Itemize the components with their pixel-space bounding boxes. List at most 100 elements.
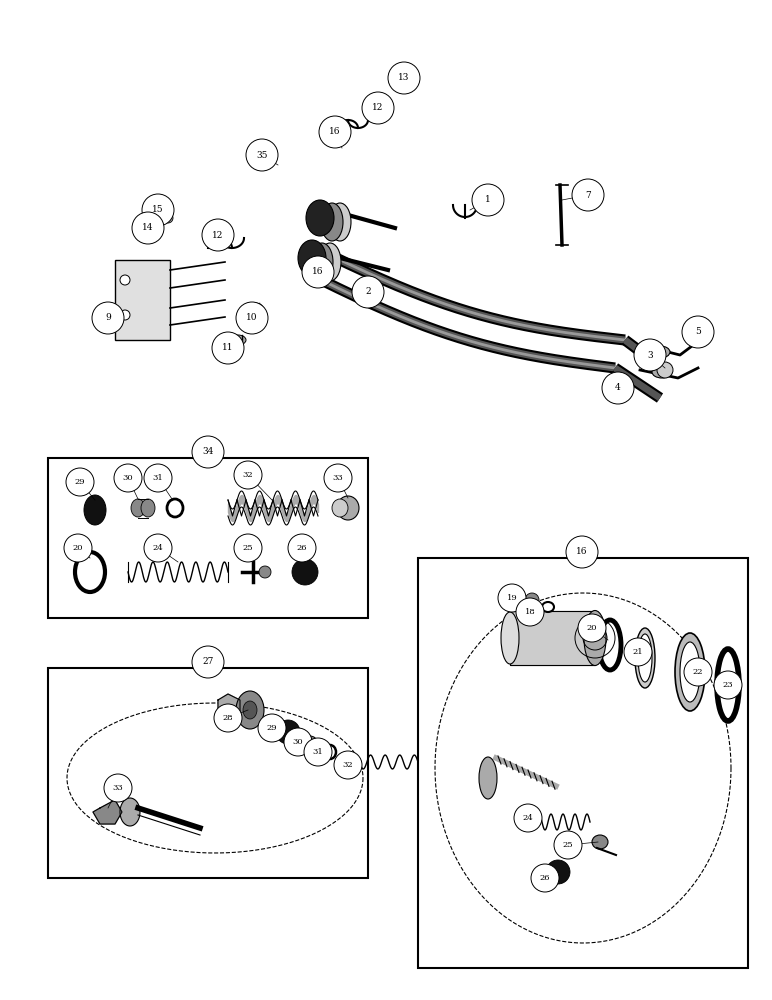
Circle shape [578,614,606,642]
Circle shape [288,534,316,562]
Bar [418,558,748,968]
Circle shape [566,536,598,568]
Ellipse shape [311,243,333,281]
Text: 31: 31 [153,474,164,482]
Text: 25: 25 [242,544,253,552]
Polygon shape [93,800,122,824]
Circle shape [144,534,172,562]
Text: 26: 26 [540,874,550,882]
Circle shape [304,738,332,766]
Circle shape [214,704,242,732]
Text: 32: 32 [343,761,354,769]
Text: 11: 11 [222,344,234,353]
Text: 30: 30 [123,474,134,482]
Circle shape [554,831,582,859]
Text: 13: 13 [398,74,410,83]
Circle shape [602,372,634,404]
Ellipse shape [650,346,670,358]
Circle shape [302,256,334,288]
Ellipse shape [584,610,606,666]
Ellipse shape [84,495,106,525]
Circle shape [572,179,604,211]
Circle shape [149,226,161,238]
Text: 12: 12 [212,231,224,239]
Circle shape [276,720,300,744]
Text: 9: 9 [105,314,111,322]
Text: 20: 20 [73,544,83,552]
Bar [115,260,170,340]
Text: 1: 1 [485,196,491,205]
Text: 23: 23 [723,681,733,689]
Circle shape [292,559,318,585]
Circle shape [684,658,712,686]
Circle shape [714,671,742,699]
Ellipse shape [243,701,257,719]
Ellipse shape [635,628,655,688]
Ellipse shape [652,366,672,378]
Circle shape [64,534,92,562]
Circle shape [246,139,278,171]
Circle shape [114,464,142,492]
Text: 33: 33 [333,474,344,482]
Text: 25: 25 [563,841,574,849]
Text: 14: 14 [142,224,154,232]
Circle shape [234,461,262,489]
Ellipse shape [638,634,652,682]
Circle shape [284,728,312,756]
Ellipse shape [680,642,700,702]
Circle shape [163,213,173,223]
Ellipse shape [599,620,621,670]
Text: 29: 29 [266,724,277,732]
Text: 24: 24 [523,814,533,822]
Ellipse shape [324,745,336,759]
Circle shape [682,316,714,348]
Text: 26: 26 [296,544,307,552]
Text: 22: 22 [692,668,703,676]
Ellipse shape [120,798,140,826]
Ellipse shape [303,736,317,748]
Ellipse shape [675,633,705,711]
Text: 21: 21 [633,648,643,656]
Text: 19: 19 [506,594,517,602]
Text: 24: 24 [153,544,164,552]
Ellipse shape [479,757,497,799]
Circle shape [120,310,130,320]
Circle shape [334,751,362,779]
Text: 5: 5 [695,328,701,336]
Circle shape [202,219,234,251]
Circle shape [192,436,224,468]
Text: 4: 4 [615,383,621,392]
Ellipse shape [319,243,341,281]
Text: 15: 15 [152,206,164,215]
Ellipse shape [75,552,105,592]
Ellipse shape [337,496,359,520]
Circle shape [525,593,539,607]
Ellipse shape [141,499,155,517]
Ellipse shape [298,240,326,276]
Text: 2: 2 [365,288,371,296]
Text: 32: 32 [242,471,253,479]
Circle shape [234,534,262,562]
Text: 3: 3 [647,351,653,360]
Ellipse shape [321,203,343,241]
Ellipse shape [236,691,264,729]
Ellipse shape [230,335,246,345]
Circle shape [693,331,707,345]
Text: 30: 30 [293,738,303,746]
Bar [48,458,368,618]
Circle shape [142,194,174,226]
Text: 12: 12 [372,104,384,112]
Text: 33: 33 [113,784,124,792]
Text: 16: 16 [576,548,587,556]
Ellipse shape [329,203,351,241]
Ellipse shape [131,499,145,517]
Text: 28: 28 [222,714,233,722]
Circle shape [192,646,224,678]
Ellipse shape [542,602,554,612]
Circle shape [546,860,570,884]
Text: 16: 16 [312,267,323,276]
Ellipse shape [332,499,348,517]
Text: 10: 10 [246,314,258,322]
Circle shape [324,464,352,492]
Ellipse shape [247,303,263,313]
